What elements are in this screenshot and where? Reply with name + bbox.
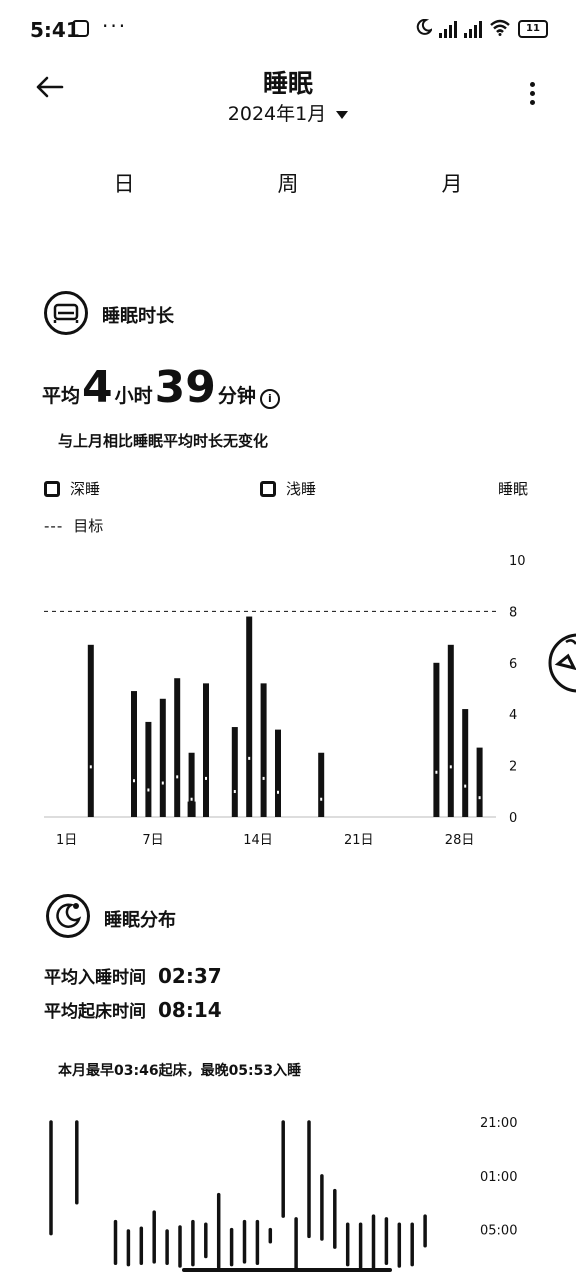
duration-section-title: 睡眠时长 bbox=[102, 306, 174, 327]
signal-1-icon bbox=[439, 20, 457, 38]
bed-icon bbox=[44, 291, 88, 335]
legend-target-label: 目标 bbox=[73, 517, 104, 535]
status-time: 5:41 bbox=[30, 18, 80, 42]
duration-chart: 10 8 6 4 2 0 1日 7日 14日 21日 28日 bbox=[44, 554, 526, 848]
x-tick-label: 28日 bbox=[445, 833, 475, 848]
legend-deep-swatch bbox=[44, 480, 60, 497]
tab-month[interactable]: 月 bbox=[441, 172, 463, 196]
dropdown-caret-icon bbox=[336, 110, 349, 119]
average-duration: 平均 4 小时 39 分钟 i bbox=[42, 362, 280, 413]
wifi-icon bbox=[489, 18, 511, 39]
moon-icon bbox=[416, 18, 434, 38]
bar-marker bbox=[435, 770, 438, 774]
sleep-bar bbox=[188, 752, 195, 817]
more-notifications-icon: ··· bbox=[102, 14, 128, 38]
legend-sleep-label: 睡眠 bbox=[498, 480, 529, 498]
signal-2-icon bbox=[464, 20, 482, 38]
sleep-bar bbox=[87, 644, 94, 817]
legend-sleep: 睡眠 bbox=[498, 478, 528, 499]
y-tick-label: 01:00 bbox=[480, 1170, 517, 1185]
comparison-text: 与上月相比睡眠平均时长无变化 bbox=[58, 432, 269, 450]
distribution-chart: 21:00 01:00 05:00 bbox=[49, 1116, 517, 1272]
page-title: 睡眠 bbox=[262, 69, 313, 98]
x-tick-label: 21日 bbox=[344, 833, 374, 848]
sleep-bar bbox=[260, 683, 267, 817]
avg-prefix: 平均 bbox=[42, 385, 81, 407]
bar-marker bbox=[89, 765, 92, 769]
sleep-bar bbox=[246, 616, 253, 817]
bar-marker bbox=[147, 788, 150, 792]
tab-day[interactable]: 日 bbox=[113, 172, 135, 196]
sleep-bar bbox=[203, 683, 209, 817]
y-tick-label: 2 bbox=[509, 760, 517, 775]
month-label: 2024年1月 bbox=[227, 103, 327, 125]
legend-target-dash: --- bbox=[44, 516, 64, 535]
bar-marker bbox=[233, 790, 236, 794]
legend-deep: 深睡 bbox=[44, 478, 100, 499]
x-tick-label: 1日 bbox=[56, 833, 77, 848]
moon-clock-icon bbox=[46, 894, 90, 938]
battery-icon: 11 bbox=[518, 19, 548, 38]
avg-bedtime-value: 02:37 bbox=[158, 964, 222, 988]
tab-week[interactable]: 周 bbox=[277, 172, 299, 196]
sleep-bar bbox=[159, 698, 166, 817]
bar-marker bbox=[320, 797, 323, 801]
bar-marker bbox=[133, 779, 135, 783]
status-icons: 11 bbox=[416, 18, 548, 39]
y-tick-label: 10 bbox=[509, 554, 526, 569]
y-tick-label: 05:00 bbox=[480, 1224, 517, 1239]
sleep-bar bbox=[462, 709, 469, 817]
legend-deep-label: 深睡 bbox=[70, 480, 101, 498]
legend-light: 浅睡 bbox=[260, 478, 316, 499]
y-tick-label: 8 bbox=[509, 605, 517, 620]
sleep-bar bbox=[131, 691, 137, 817]
bar-marker bbox=[464, 784, 467, 788]
avg-wake-label: 平均起床时间 bbox=[44, 1002, 146, 1022]
range-note: 本月最早03:46起床，最晚05:53入睡 bbox=[58, 1063, 302, 1079]
bar-marker bbox=[277, 790, 279, 794]
avg-hours-value: 4 bbox=[82, 362, 113, 413]
info-icon[interactable]: i bbox=[259, 389, 280, 409]
bar-marker bbox=[262, 776, 265, 780]
x-tick-label: 14日 bbox=[243, 833, 273, 848]
legend-light-label: 浅睡 bbox=[286, 480, 317, 498]
distribution-section-title: 睡眠分布 bbox=[104, 910, 176, 931]
avg-wake-row: 平均起床时间 08:14 bbox=[44, 997, 222, 1022]
y-tick-label: 21:00 bbox=[480, 1116, 517, 1131]
notification-app-icon bbox=[72, 20, 89, 37]
hour-unit: 小时 bbox=[114, 385, 153, 407]
bar-marker bbox=[176, 775, 179, 779]
sleep-bar bbox=[318, 752, 325, 817]
avg-bedtime-label: 平均入睡时间 bbox=[44, 968, 146, 988]
sleep-bar bbox=[433, 662, 440, 817]
more-options-icon[interactable] bbox=[528, 82, 536, 108]
avg-bedtime-row: 平均入睡时间 02:37 bbox=[44, 963, 222, 988]
y-tick-label: 6 bbox=[509, 657, 517, 672]
sleep-bar bbox=[275, 729, 281, 817]
bar-marker bbox=[248, 756, 251, 760]
bar-marker bbox=[161, 781, 164, 785]
sleep-bar bbox=[145, 721, 152, 817]
y-tick-label: 0 bbox=[509, 811, 517, 826]
x-tick-label: 7日 bbox=[142, 833, 163, 848]
deep-sleep-bar bbox=[187, 801, 196, 817]
legend-target: --- 目标 bbox=[44, 515, 103, 536]
legend-light-swatch bbox=[260, 480, 276, 497]
month-picker[interactable]: 2024年1月 bbox=[0, 99, 576, 126]
bar-marker bbox=[205, 776, 207, 780]
minute-unit: 分钟 bbox=[217, 385, 256, 407]
back-arrow-icon[interactable] bbox=[34, 72, 64, 102]
sleep-bar bbox=[231, 727, 238, 817]
y-tick-label: 4 bbox=[509, 708, 517, 723]
bar-marker bbox=[190, 797, 193, 801]
avg-wake-value: 08:14 bbox=[158, 998, 222, 1022]
sleep-bar bbox=[447, 644, 454, 817]
sleep-bar bbox=[476, 747, 483, 817]
bar-marker bbox=[478, 796, 481, 800]
bar-marker bbox=[449, 765, 452, 769]
avg-minutes-value: 39 bbox=[154, 362, 216, 413]
floating-assistant-button[interactable] bbox=[548, 628, 576, 698]
sleep-bar bbox=[174, 678, 181, 817]
